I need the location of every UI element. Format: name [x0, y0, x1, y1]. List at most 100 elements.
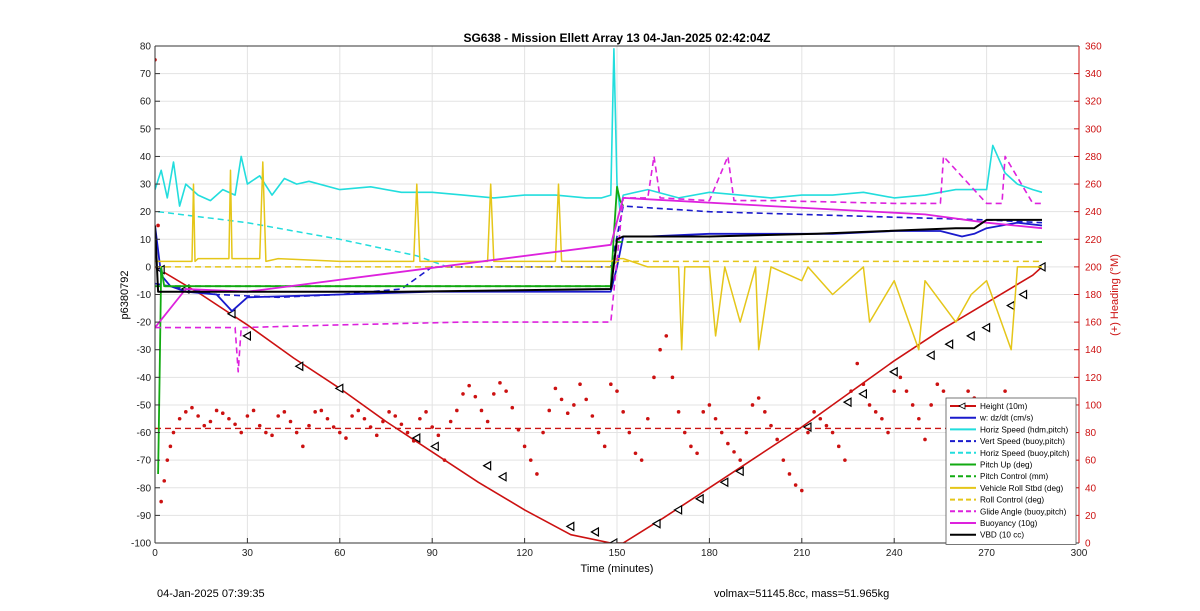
- heading-point: [473, 394, 478, 399]
- heading-point: [941, 389, 946, 393]
- y-tick-label-left: 10: [140, 235, 152, 246]
- heading-point: [898, 375, 903, 380]
- legend-label: Buoyancy (10g): [980, 519, 1038, 528]
- height-marker: [242, 330, 251, 341]
- y-axis-label-left: p6380792: [119, 271, 131, 320]
- heading-point: [184, 410, 188, 414]
- x-tick-label: 150: [609, 548, 626, 559]
- heading-point: [830, 430, 835, 435]
- heading-point: [880, 416, 884, 421]
- series-vbd-10-cc: [155, 218, 1042, 293]
- heading-point: [676, 410, 681, 414]
- y-axis-label-right: (+) Heading (°M): [1109, 254, 1121, 336]
- heading-point: [350, 414, 354, 418]
- y-tick-label-left: -40: [137, 373, 152, 384]
- legend-label: Roll Control (deg): [980, 496, 1044, 505]
- height-marker: [981, 322, 991, 333]
- heading-point: [251, 408, 256, 413]
- y-tick-label-right: 280: [1085, 152, 1102, 163]
- y-tick-label-right: 40: [1085, 483, 1097, 494]
- y-tick-label-right: 320: [1085, 97, 1102, 108]
- heading-point: [917, 416, 921, 421]
- heading-point: [356, 408, 361, 413]
- heading-point: [319, 408, 324, 413]
- heading-point: [307, 423, 311, 428]
- heading-point: [430, 425, 435, 429]
- heading-point: [344, 436, 348, 440]
- heading-point: [726, 441, 730, 446]
- height-marker: [497, 471, 507, 482]
- heading-point: [393, 414, 398, 418]
- heading-point: [781, 458, 786, 462]
- heading-point: [455, 408, 459, 413]
- heading-point: [177, 416, 182, 421]
- height-marker: [482, 460, 492, 471]
- legend-label: Vert Speed (buoy,pitch): [980, 437, 1065, 446]
- heading-point: [165, 458, 170, 462]
- heading-point: [590, 414, 595, 418]
- heading-point: [707, 403, 712, 407]
- heading-point: [664, 334, 669, 338]
- heading-point: [818, 416, 823, 421]
- heading-point: [338, 430, 342, 435]
- heading-point: [615, 389, 619, 393]
- heading-point: [966, 389, 970, 393]
- heading-point: [547, 408, 552, 413]
- legend-label: Vehicle Roll Stbd (deg): [980, 484, 1064, 493]
- heading-point: [769, 423, 773, 428]
- heading-point: [374, 433, 379, 438]
- heading-point: [442, 458, 447, 462]
- heading-point: [535, 472, 539, 476]
- heading-point: [812, 410, 816, 414]
- heading-point: [855, 361, 860, 366]
- heading-point: [264, 430, 268, 435]
- heading-point: [719, 430, 724, 435]
- height-marker: [565, 521, 575, 532]
- heading-point: [744, 430, 749, 435]
- heading-point: [1003, 389, 1007, 393]
- series-vehicle-roll-stbd-deg: [155, 161, 1042, 351]
- heading-point: [806, 430, 810, 435]
- y-tick-label-right: 300: [1085, 124, 1102, 135]
- y-tick-label-right: 220: [1085, 235, 1102, 246]
- series-horiz-speed-buoy-pitch: [158, 210, 448, 268]
- heading-point: [270, 433, 274, 438]
- heading-point: [713, 416, 718, 421]
- heading-point: [935, 382, 940, 387]
- chart-title: SG638 - Mission Ellett Array 13 04-Jan-2…: [463, 31, 770, 45]
- x-tick-label: 60: [334, 548, 346, 559]
- heading-point: [239, 430, 244, 435]
- y-tick-label-right: 160: [1085, 318, 1102, 329]
- heading-point: [288, 419, 293, 424]
- y-tick-label-right: 100: [1085, 400, 1102, 411]
- heading-point: [867, 403, 872, 407]
- heading-point: [257, 423, 262, 428]
- heading-point: [621, 410, 625, 414]
- heading-point: [732, 450, 736, 454]
- heading-point: [836, 444, 841, 449]
- height-marker: [1018, 289, 1028, 300]
- series-glide-angle-buoy-pitch: [155, 155, 1042, 373]
- heading-point: [843, 458, 847, 462]
- y-tick-label-left: 40: [140, 152, 152, 163]
- height-marker: [334, 383, 344, 394]
- legend-box: [945, 397, 1077, 545]
- heading-point: [910, 403, 915, 407]
- heading-point: [541, 430, 545, 435]
- y-tick-label-left: -100: [131, 539, 151, 550]
- heading-point: [701, 410, 706, 414]
- height-marker: [944, 339, 954, 350]
- heading-point: [861, 382, 866, 387]
- heading-point: [362, 416, 367, 421]
- height-marker: [858, 388, 868, 399]
- heading-point: [738, 458, 742, 462]
- height-marker: [694, 493, 704, 504]
- heading-point: [572, 403, 576, 407]
- height-marker: [842, 397, 852, 408]
- height-marker: [430, 441, 439, 452]
- legend-label: VBD (10 cc): [980, 531, 1024, 540]
- heading-point: [190, 405, 194, 410]
- heading-point: [633, 451, 638, 456]
- heading-point: [202, 423, 207, 428]
- footer-summary: volmax=51145.8cc, mass=51.965kg: [714, 588, 890, 600]
